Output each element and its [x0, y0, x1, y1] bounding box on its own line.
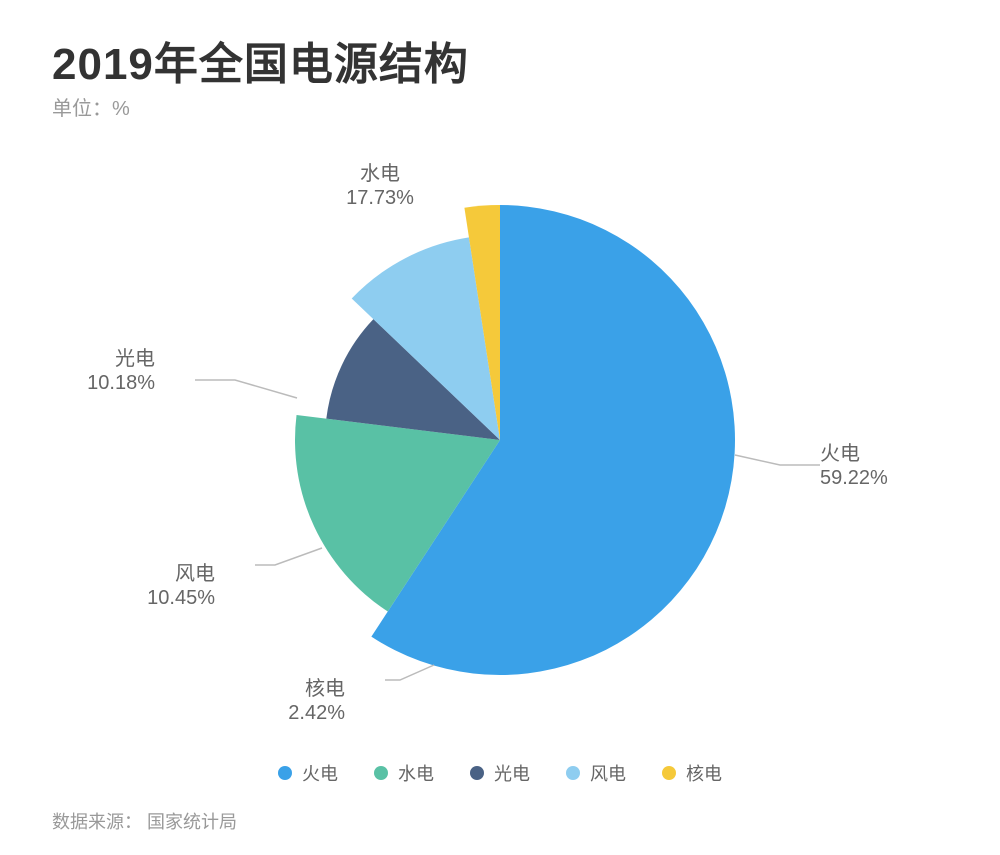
- pie-leader: [195, 380, 297, 398]
- pie-label: 光电10.18%: [87, 347, 155, 394]
- pie-chart: 火电59.22% 水电17.73% 光电10.18% 风电10.45% 核电2.42%: [0, 140, 1000, 740]
- legend-label: 火电: [302, 760, 338, 786]
- legend-item: 水电: [374, 760, 434, 786]
- pie-leader: [735, 455, 820, 465]
- legend-item: 核电: [662, 760, 722, 786]
- pie-label: 核电2.42%: [288, 677, 345, 724]
- legend-dot: [278, 766, 292, 780]
- pie-label: 火电59.22%: [820, 442, 888, 489]
- chart-title: 2019年全国电源结构: [52, 28, 469, 92]
- chart-subtitle: 单位：%: [52, 92, 130, 121]
- legend-dot: [566, 766, 580, 780]
- pie-label: 水电17.73%: [346, 162, 414, 209]
- pie-leader: [255, 548, 322, 565]
- source-value: 国家统计局: [147, 812, 237, 832]
- legend-dot: [374, 766, 388, 780]
- legend-dot: [662, 766, 676, 780]
- legend-item: 火电: [278, 760, 338, 786]
- source-label: 数据来源：: [52, 812, 142, 832]
- legend-dot: [470, 766, 484, 780]
- legend-label: 风电: [590, 760, 626, 786]
- legend-label: 水电: [398, 760, 434, 786]
- legend-label: 光电: [494, 760, 530, 786]
- pie-label: 风电10.45%: [147, 562, 215, 609]
- legend-item: 光电: [470, 760, 530, 786]
- legend-label: 核电: [686, 760, 722, 786]
- data-source: 数据来源： 国家统计局: [52, 808, 237, 834]
- legend-item: 风电: [566, 760, 626, 786]
- legend: 火电 水电 光电 风电 核电: [0, 760, 1000, 786]
- pie-leader: [385, 665, 434, 680]
